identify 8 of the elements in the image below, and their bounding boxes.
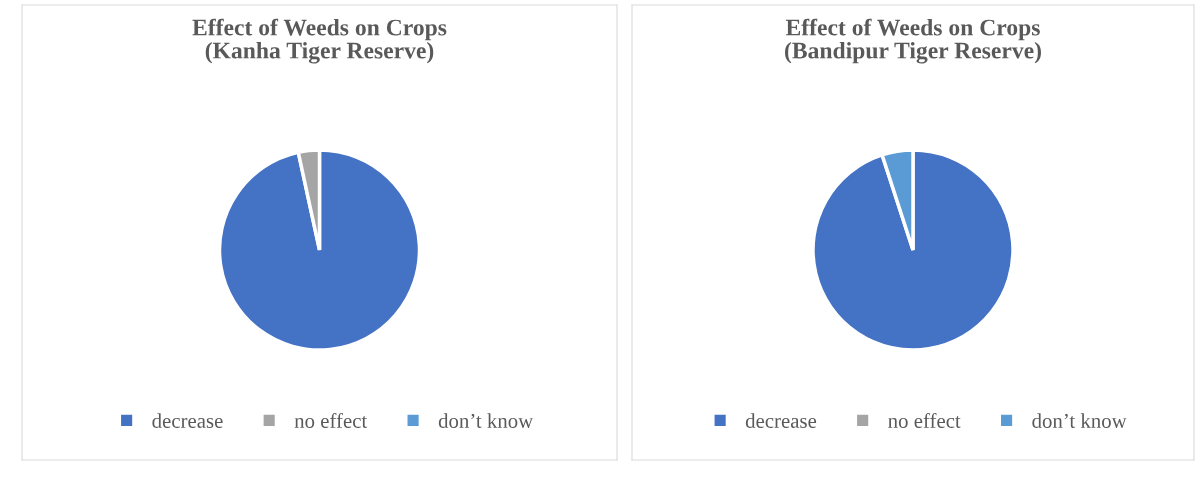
legend-label: no effect (294, 413, 368, 428)
chart-title: Effect of Weeds on Crops (Kanha Tiger Reserve) (192, 18, 447, 64)
chart-title: Effect of Weeds on Crops (Bandipur Tiger Reserve) (785, 18, 1041, 64)
legend-label: decrease (152, 413, 223, 428)
legend-label: don’t know (1032, 413, 1127, 428)
legend-label: don’t know (438, 413, 534, 428)
legend-label: decrease (745, 413, 817, 428)
legend-label: no effect (888, 413, 961, 428)
